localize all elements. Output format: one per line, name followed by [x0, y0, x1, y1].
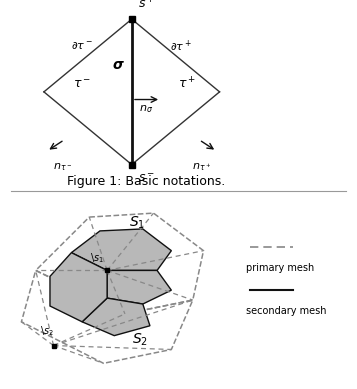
Text: Figure 1: Basic notations.: Figure 1: Basic notations.	[67, 175, 226, 187]
Text: primary mesh: primary mesh	[246, 263, 315, 273]
Text: $\partial\tau^+$: $\partial\tau^+$	[170, 38, 192, 54]
Polygon shape	[71, 229, 171, 270]
Text: $\boldsymbol{\sigma}$: $\boldsymbol{\sigma}$	[112, 58, 125, 72]
Polygon shape	[82, 298, 150, 336]
Text: $\tau^+$: $\tau^+$	[178, 77, 196, 92]
Polygon shape	[107, 270, 171, 304]
Text: secondary mesh: secondary mesh	[246, 306, 327, 316]
Text: $s^+$: $s^+$	[137, 0, 155, 12]
Text: $\backslash s_2$: $\backslash s_2$	[40, 324, 54, 338]
Text: $\backslash s_1$: $\backslash s_1$	[90, 251, 104, 265]
Text: $n_{\tau^-}$: $n_{\tau^-}$	[53, 161, 72, 173]
Text: $s^-$: $s^-$	[137, 172, 155, 185]
Text: $\tau^-$: $\tau^-$	[73, 78, 91, 91]
Text: $S_2$: $S_2$	[132, 331, 148, 348]
Text: $n_\sigma$: $n_\sigma$	[139, 103, 153, 115]
Polygon shape	[50, 252, 107, 322]
Text: $S_1$: $S_1$	[129, 215, 145, 231]
Text: $\partial\tau^-$: $\partial\tau^-$	[71, 40, 93, 51]
Text: $n_{\tau^+}$: $n_{\tau^+}$	[192, 161, 211, 173]
